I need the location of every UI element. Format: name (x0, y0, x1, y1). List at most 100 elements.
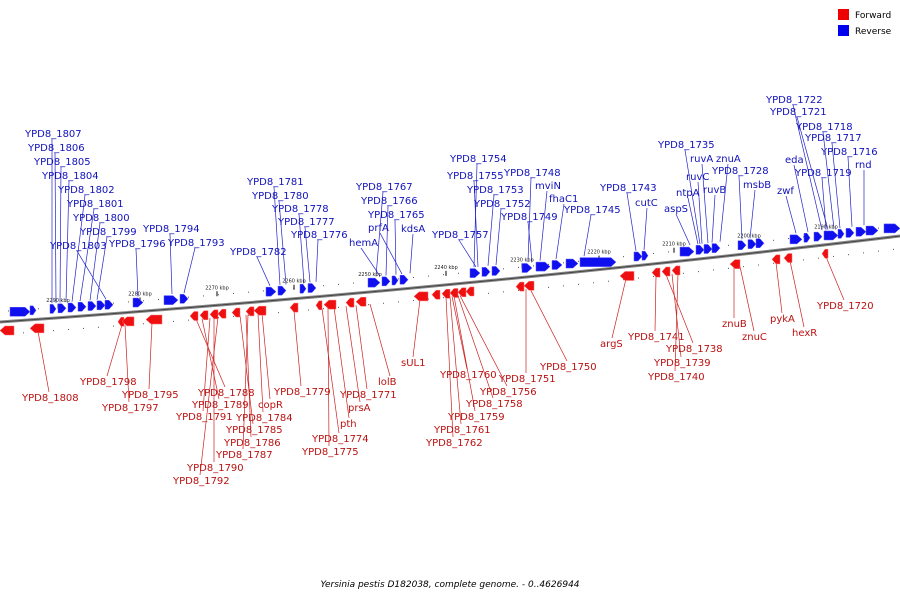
scale-dot (503, 291, 504, 293)
reverse-gene-label: YPD8_1749 (500, 212, 558, 223)
scale-dot (188, 319, 189, 321)
forward-gene-label: lolB (378, 377, 397, 388)
forward-gene-arrow (289, 302, 299, 313)
reverse-label-leader (89, 222, 101, 301)
reverse-label-leader (847, 156, 853, 227)
scale-dot (398, 278, 399, 280)
reverse-gene-label: YPD8_1802 (57, 185, 115, 196)
forward-gene-arrow (821, 248, 829, 259)
reverse-gene-label: YPD8_1754 (449, 154, 507, 165)
scale-dot (803, 259, 804, 261)
forward-gene-arrow (29, 323, 45, 334)
forward-gene-arrow (671, 265, 681, 276)
scale-dot (368, 304, 369, 306)
reverse-label-leader (643, 207, 648, 250)
forward-gene-label: YPD8_1798 (79, 377, 137, 388)
forward-label-leader (257, 313, 264, 413)
forward-label-leader (245, 314, 252, 438)
forward-gene-arrow (189, 311, 199, 321)
forward-gene-label: YPD8_1739 (653, 358, 711, 369)
reverse-label-leader (71, 194, 86, 302)
forward-label-leader (333, 307, 350, 419)
scale-dot (278, 312, 279, 314)
forward-gene-arrow (245, 306, 255, 317)
forward-gene-arrow (729, 259, 741, 269)
reverse-label-leader (379, 232, 403, 275)
reverse-label-leader (822, 131, 835, 229)
forward-label-leader (654, 275, 657, 332)
forward-gene-label: YPD8_1789 (191, 400, 249, 411)
scale-dot (413, 299, 414, 301)
reverse-gene-arrow (521, 263, 533, 273)
reverse-gene-label: YPD8_1745 (563, 205, 621, 216)
reverse-gene-arrow (813, 231, 823, 242)
reverse-gene-arrow (96, 300, 106, 311)
scale-dot (68, 329, 69, 331)
scale-dot (698, 271, 699, 273)
reverse-label-leader (684, 149, 701, 244)
scale-dot (878, 227, 879, 229)
forward-label-leader (321, 308, 340, 434)
reverse-gene-label: YPD8_1765 (367, 210, 425, 221)
forward-label-leader (739, 266, 755, 332)
forward-gene-arrow (345, 297, 355, 308)
forward-gene-arrow (771, 254, 781, 265)
forward-gene-label: YPD8_1771 (339, 390, 397, 401)
scale-dot (113, 325, 114, 327)
forward-gene-arrow (355, 296, 367, 307)
reverse-gene-label: YPD8_1799 (79, 227, 137, 238)
scale-dot (578, 283, 579, 285)
reverse-label-leader (59, 166, 62, 303)
reverse-gene-label: YPD8_1757 (431, 230, 489, 241)
reverse-gene-label: YPD8_1766 (360, 196, 418, 207)
scale-dot (773, 239, 774, 241)
reverse-gene-label: YPD8_1728 (711, 166, 769, 177)
scale-dot (533, 265, 534, 267)
reverse-gene-label: znuA (716, 154, 741, 165)
reverse-label-leader (385, 205, 389, 276)
forward-gene-label: YPD8_1761 (433, 425, 491, 436)
scale-dot (638, 277, 639, 279)
reverse-gene-label: YPD8_1752 (473, 199, 531, 210)
reverse-gene-arrow (67, 302, 77, 313)
reverse-gene-label: msbB (743, 180, 771, 191)
reverse-gene-label: YPD8_1721 (769, 107, 827, 118)
forward-gene-label: pykA (770, 314, 795, 325)
forward-gene-arrow (231, 307, 241, 318)
scale-dot (293, 287, 294, 289)
forward-label-leader (529, 288, 568, 362)
scale-dot (728, 244, 729, 246)
forward-gene-arrow (457, 287, 467, 297)
scale-dot (563, 262, 564, 264)
reverse-gene-arrow (679, 246, 695, 257)
scale-dot (383, 302, 384, 304)
reverse-gene-label: YPD8_1717 (804, 133, 862, 144)
tick-label: 2230 kbp (510, 257, 534, 263)
reverse-gene-label: YPD8_1748 (503, 168, 561, 179)
reverse-gene-arrow (491, 266, 501, 276)
reverse-gene-arrow (703, 244, 713, 254)
reverse-gene-label: YPD8_1716 (820, 147, 878, 158)
reverse-gene-label: YPD8_1782 (229, 247, 287, 258)
reverse-label-leader (473, 180, 479, 267)
scale-dot (518, 266, 519, 268)
reverse-label-leader (796, 116, 829, 230)
reverse-gene-label: YPD8_1753 (466, 185, 524, 196)
forward-gene-arrow (217, 308, 227, 319)
tick-label: 2260 kbp (282, 279, 306, 285)
reverse-label-leader (183, 247, 196, 294)
forward-gene-arrow (515, 281, 525, 292)
forward-gene-label: YPD8_1792 (172, 476, 230, 487)
reverse-label-leader (409, 233, 414, 274)
reverse-gene-arrow (132, 297, 144, 308)
scale-dot (683, 272, 684, 274)
forward-gene-arrow (145, 314, 163, 325)
forward-gene-label: YPD8_1786 (223, 438, 281, 449)
scale-dot (248, 291, 249, 293)
reverse-gene-arrow (711, 243, 721, 253)
forward-label-leader (261, 313, 271, 400)
scale-dot (428, 275, 429, 277)
scale-dot (608, 280, 609, 282)
scale-dot (668, 251, 669, 253)
forward-gene-label: YPD8_1784 (235, 413, 293, 424)
